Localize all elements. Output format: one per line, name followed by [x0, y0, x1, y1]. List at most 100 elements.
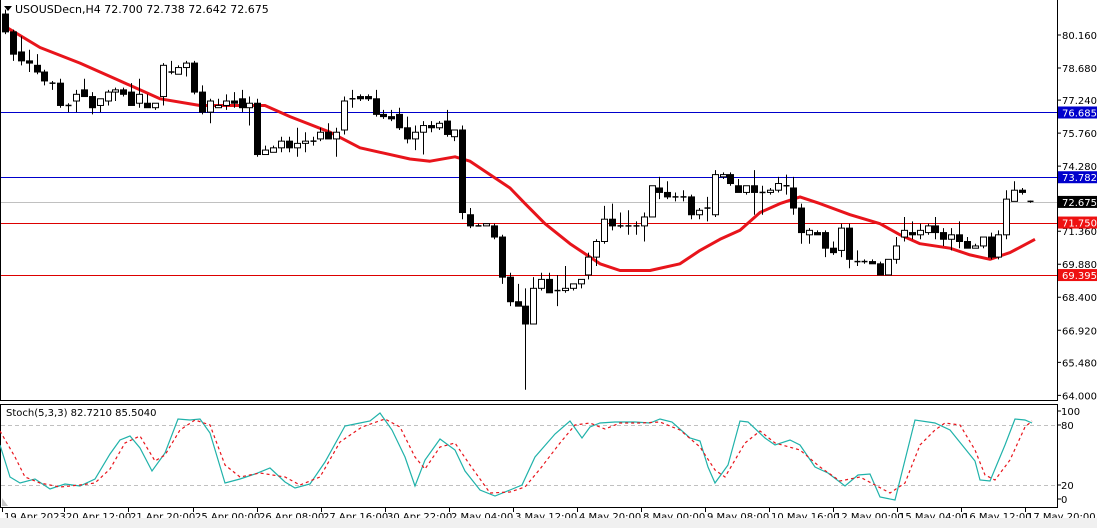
candle	[783, 174, 790, 195]
candlestick-series	[2, 9, 1034, 390]
time-tick-label: 12 May 00:00	[835, 512, 904, 523]
candle	[641, 212, 648, 242]
time-tick-label: 17 May 20:00	[1027, 512, 1096, 523]
price-tick-label: 64.000	[1062, 391, 1097, 402]
price-badge-label: 76.685	[1062, 108, 1097, 119]
candle	[822, 230, 829, 258]
time-tick-label: 21 Apr 20:00	[130, 512, 195, 523]
candle	[444, 109, 451, 137]
candle	[633, 221, 640, 235]
candle	[688, 194, 695, 220]
candle	[712, 170, 719, 217]
time-tick-label: 26 Apr 08:00	[259, 512, 324, 523]
candle	[491, 223, 498, 240]
stoch-tick-label: 0	[1061, 495, 1067, 506]
candle	[223, 94, 230, 110]
collapse-triangle-icon[interactable]	[4, 6, 12, 11]
price-tick-label: 66.920	[1062, 326, 1097, 337]
stoch-axis: 100 80 20 0	[1057, 407, 1080, 506]
candle	[49, 80, 56, 90]
candle	[507, 272, 514, 307]
candle	[680, 190, 687, 202]
candle	[120, 87, 127, 97]
candle	[105, 89, 112, 106]
candle	[73, 89, 80, 113]
candle	[467, 208, 474, 229]
candle	[483, 223, 490, 227]
candle	[1027, 200, 1034, 203]
time-tick-label: 20 Apr 12:00	[66, 512, 131, 523]
candle	[925, 223, 932, 235]
time-tick-label: 9 May 08:00	[707, 512, 769, 523]
candle	[81, 78, 88, 98]
candle	[664, 181, 671, 200]
candle	[696, 208, 703, 220]
candle	[617, 212, 624, 229]
candle	[625, 210, 632, 235]
candle	[790, 176, 797, 215]
time-tick-label: 27 Apr 16:00	[323, 512, 388, 523]
price-tick-label: 65.480	[1062, 358, 1097, 369]
candle	[585, 252, 592, 280]
candle	[168, 60, 175, 75]
candle	[412, 125, 419, 151]
candle	[499, 234, 506, 284]
candle	[759, 185, 766, 215]
price-badge	[1058, 195, 1097, 208]
candle	[893, 237, 900, 264]
price-badge-label: 69.395	[1062, 271, 1097, 282]
candle	[515, 283, 522, 307]
candle	[995, 230, 1002, 260]
candle	[144, 94, 151, 109]
candle	[199, 85, 206, 115]
symbol-header: USOUSDecn,H4 72.700 72.738 72.642 72.675	[15, 3, 269, 16]
candle	[2, 9, 9, 35]
candle	[877, 261, 884, 276]
candle	[57, 78, 64, 108]
candle	[231, 92, 238, 108]
stoch-signal-line	[0, 418, 1033, 494]
price-badge-label: 72.675	[1062, 198, 1097, 209]
candle	[239, 89, 246, 113]
time-tick-label: 4 May 20:00	[579, 512, 641, 523]
price-badge-label: 71.750	[1062, 219, 1097, 230]
candle	[885, 258, 892, 276]
candle	[373, 89, 380, 117]
candle	[601, 205, 608, 244]
candle	[720, 172, 727, 180]
candle	[767, 187, 774, 195]
candle	[160, 63, 167, 106]
candle	[649, 185, 656, 218]
candle	[609, 203, 616, 231]
time-tick-label: 19 Apr 2023	[4, 512, 66, 523]
candle	[191, 60, 198, 95]
candle	[41, 69, 48, 86]
candle	[988, 232, 995, 260]
stoch-tick-label: 20	[1061, 481, 1074, 492]
price-tick-label: 78.680	[1062, 64, 1097, 75]
candle	[538, 272, 545, 291]
candle	[341, 96, 348, 135]
price-tick-label: 74.280	[1062, 162, 1097, 173]
candle	[570, 283, 577, 291]
candle	[830, 241, 837, 255]
candle	[436, 121, 443, 130]
candle	[207, 98, 214, 124]
candle	[838, 223, 845, 258]
stoch-subwindow-frame	[0, 404, 1058, 508]
time-tick-label: 16 May 12:00	[963, 512, 1032, 523]
stoch-main-line	[0, 412, 1033, 501]
candle	[388, 109, 395, 122]
price-tick-label: 80.160	[1062, 31, 1097, 42]
candle	[349, 89, 356, 108]
candle	[656, 176, 663, 200]
candle	[546, 272, 553, 294]
candle	[956, 221, 963, 249]
price-tick-label: 68.400	[1062, 293, 1097, 304]
time-tick-label: 3 May 12:00	[515, 512, 577, 523]
candle	[302, 132, 309, 153]
candle	[97, 98, 104, 113]
stoch-tick-label: 80	[1061, 421, 1074, 432]
candle	[932, 216, 939, 240]
